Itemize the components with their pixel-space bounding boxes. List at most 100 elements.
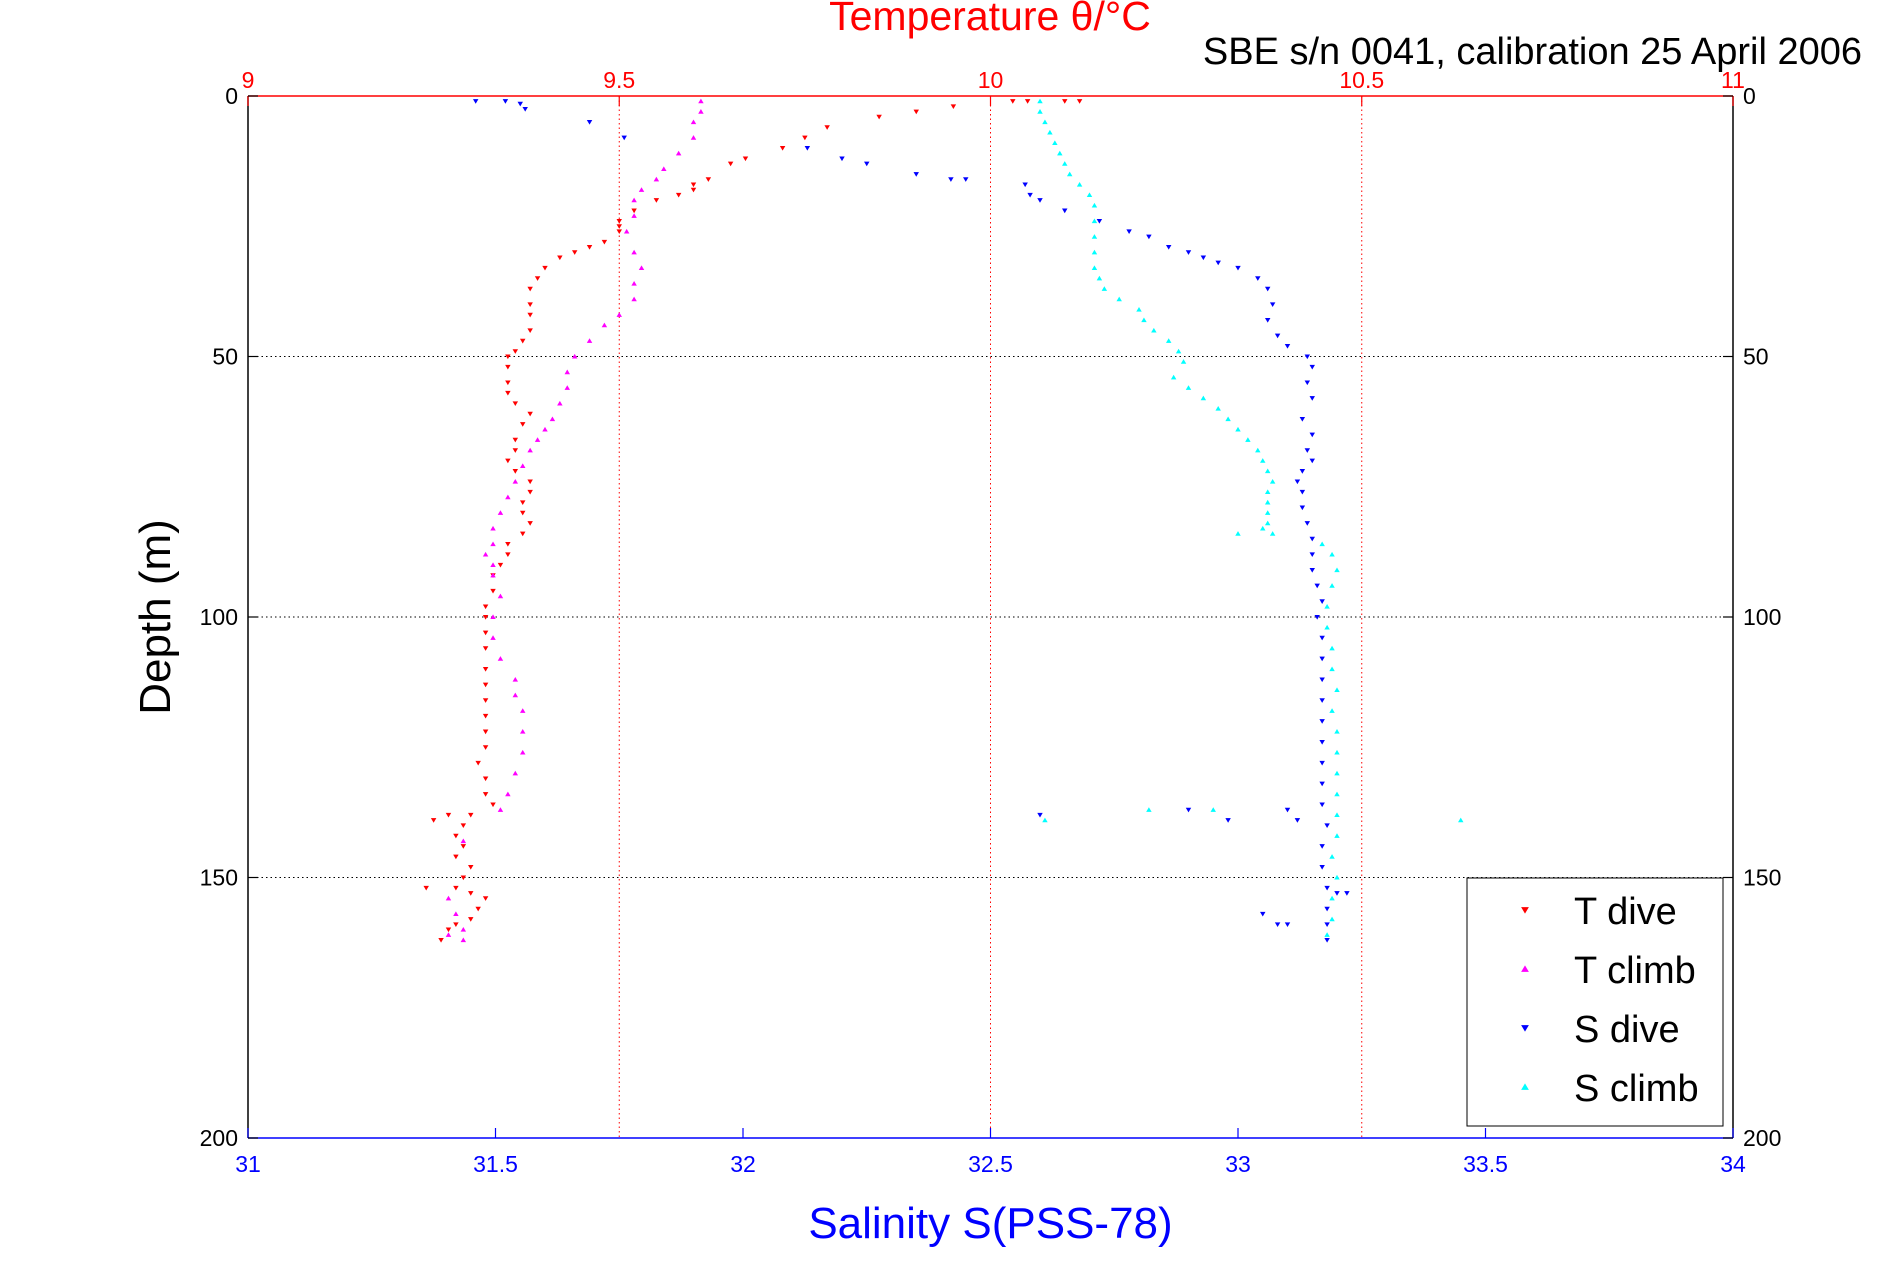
- s-dive-point: [472, 99, 479, 104]
- t-climb-point: [505, 791, 511, 797]
- s-climb-point: [1264, 489, 1271, 495]
- t-dive-point: [675, 192, 682, 198]
- s-climb-point: [1101, 286, 1108, 291]
- t-dive-point: [690, 182, 697, 188]
- s-climb-point: [1091, 202, 1098, 208]
- s-dive-point: [804, 146, 811, 151]
- t-climb-point: [631, 213, 637, 218]
- s-dive-point: [1185, 807, 1192, 813]
- s-climb-point: [1091, 234, 1098, 239]
- s-dive-point: [1319, 802, 1325, 808]
- t-dive-point: [512, 448, 519, 453]
- chart-subtitle: SBE s/n 0041, calibration 25 April 2006: [1203, 31, 1862, 73]
- t-climb-point: [520, 463, 526, 468]
- s-dive-point: [1235, 265, 1241, 271]
- s-dive-point: [1255, 276, 1261, 281]
- s-climb-point: [1037, 109, 1043, 114]
- t-climb-point: [638, 187, 645, 192]
- t-climb-point: [520, 708, 526, 713]
- s-dive-point: [1319, 656, 1325, 662]
- t-dive-point: [824, 125, 830, 130]
- s-climb-point: [1329, 916, 1335, 922]
- t-climb-point: [549, 416, 556, 422]
- s-dive-point: [1200, 255, 1207, 261]
- t-climb-point: [653, 176, 660, 182]
- s-dive-point: [1309, 536, 1315, 542]
- t-climb-point: [453, 911, 459, 917]
- t-dive-point: [482, 614, 489, 620]
- s-dive-point: [1309, 432, 1315, 438]
- t-dive-point: [482, 776, 489, 782]
- t-climb-point: [460, 927, 467, 932]
- s-dive-point: [1309, 364, 1315, 370]
- s-dive-point: [1274, 333, 1281, 339]
- data-points: [423, 98, 1464, 943]
- s-dive-point: [1294, 818, 1301, 823]
- t-dive-point: [490, 802, 496, 808]
- s-dive-point: [1185, 250, 1192, 255]
- s-dive-point: [1299, 505, 1306, 511]
- t-climb-point: [631, 197, 637, 203]
- t-climb-point: [482, 551, 489, 557]
- s-dive-point: [1309, 568, 1315, 573]
- legend-label-t-dive: T dive: [1574, 891, 1677, 933]
- s-climb-point: [1245, 437, 1251, 442]
- t-climb-point: [460, 838, 467, 844]
- legend-marker-t-dive: [1521, 907, 1529, 914]
- s-dive-point: [1284, 807, 1291, 813]
- s-dive-point: [1324, 823, 1330, 828]
- s-climb-point: [1215, 406, 1221, 411]
- right-tick-label: 50: [1743, 344, 1769, 370]
- s-climb-point: [1324, 604, 1330, 609]
- bottom-tick-label: 34: [1720, 1151, 1746, 1177]
- s-dive-point: [1319, 698, 1325, 703]
- t-dive-point: [527, 411, 533, 417]
- t-dive-point: [512, 401, 519, 406]
- s-dive-point: [1269, 302, 1276, 307]
- s-dive-point: [1319, 844, 1325, 849]
- s-dive-point: [1314, 614, 1320, 620]
- s-climb-point: [1225, 416, 1231, 422]
- t-climb-point: [586, 338, 593, 343]
- s-dive-point: [839, 156, 845, 162]
- t-dive-point: [571, 250, 578, 255]
- t-dive-point: [616, 229, 622, 235]
- t-climb-point: [631, 296, 637, 302]
- t-dive-point: [802, 135, 808, 141]
- t-dive-point: [505, 364, 511, 370]
- legend-items: T dive T climb S dive S climb: [1521, 891, 1699, 1110]
- t-dive-point: [482, 792, 489, 797]
- t-climb-point: [512, 676, 519, 682]
- s-dive-point: [1309, 458, 1315, 464]
- s-climb-point: [1264, 499, 1271, 505]
- s-climb-point: [1091, 265, 1098, 270]
- t-dive-point: [423, 885, 429, 891]
- t-dive-point: [482, 896, 489, 901]
- s-dive-point: [1037, 812, 1043, 818]
- s-climb-point: [1146, 807, 1152, 812]
- s-climb-point: [1062, 161, 1068, 166]
- t-dive-point: [505, 541, 511, 547]
- t-climb-point: [534, 437, 541, 442]
- s-climb-point: [1042, 817, 1048, 823]
- s-climb-point: [1091, 218, 1098, 224]
- legend-marker-s-climb: [1521, 1083, 1529, 1090]
- t-dive-point: [876, 114, 882, 120]
- s-dive-point: [1319, 677, 1325, 683]
- s-dive-point: [1324, 922, 1330, 927]
- t-dive-point: [482, 682, 489, 688]
- t-dive-point: [505, 380, 511, 386]
- t-climb-point: [542, 426, 548, 432]
- t-climb-point: [638, 265, 645, 270]
- legend-marker-t-climb: [1521, 965, 1529, 972]
- top-tick-label: 11: [1721, 67, 1745, 93]
- s-dive-point: [1314, 583, 1320, 589]
- t-dive-point: [460, 875, 467, 881]
- s-dive-point: [522, 106, 528, 112]
- t-dive-point: [527, 286, 533, 292]
- s-climb-point: [1235, 426, 1241, 432]
- t-dive-point: [727, 161, 734, 167]
- s-dive-point: [517, 101, 523, 107]
- t-dive-point: [527, 328, 533, 334]
